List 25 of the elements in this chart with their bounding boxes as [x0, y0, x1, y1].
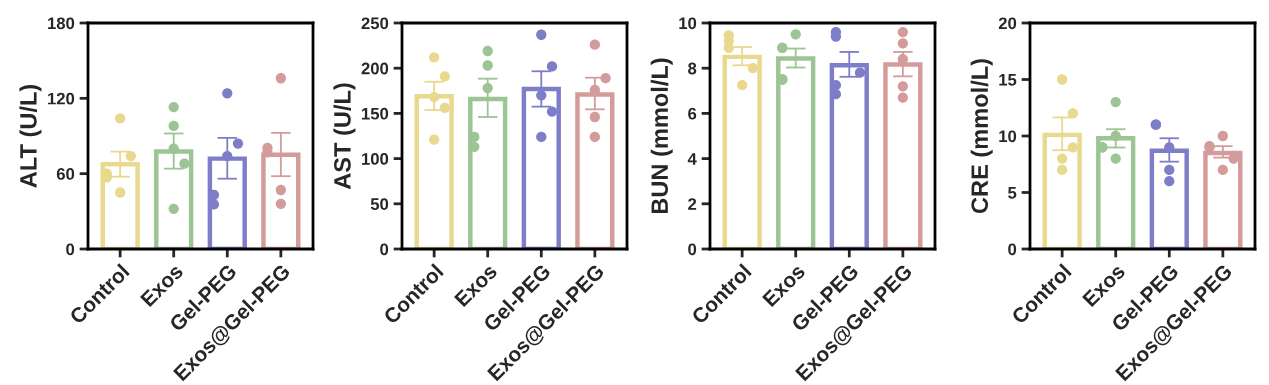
- y-tick-label: 20: [998, 17, 1017, 30]
- y-tick-label: 150: [362, 107, 389, 120]
- y-tick-label: 6: [688, 107, 697, 120]
- y-tick-label: 10: [999, 130, 1017, 143]
- y-tick-label: 180: [48, 17, 75, 30]
- y-tick-label: 2: [688, 198, 697, 210]
- y-tick-label: 0: [688, 243, 697, 256]
- y-tick-label: 50: [370, 198, 389, 210]
- y-tick-label: 0: [66, 243, 75, 256]
- y-tick-label: 200: [361, 62, 389, 75]
- y-tick-label: 250: [361, 17, 389, 30]
- y-tick-label: 0: [380, 243, 389, 256]
- y-axis-title: AST (U/L): [333, 83, 356, 190]
- y-tick-label: 10: [679, 17, 697, 30]
- y-axis-title: ALT (U/L): [19, 84, 42, 188]
- y-axis-title: BUN (mmol/L): [650, 58, 673, 214]
- y-tick-label: 4: [687, 153, 697, 165]
- y-tick-label: 60: [56, 168, 75, 180]
- y-tick-label: 120: [48, 92, 75, 105]
- y-tick-label: 100: [362, 153, 389, 165]
- y-tick-label: 15: [999, 74, 1017, 86]
- y-tick-label: 8: [688, 62, 697, 75]
- y-tick-label: 5: [1008, 187, 1017, 199]
- y-tick-label: 0: [1008, 243, 1017, 256]
- y-axis-title: CRE (mmol/L): [970, 59, 993, 214]
